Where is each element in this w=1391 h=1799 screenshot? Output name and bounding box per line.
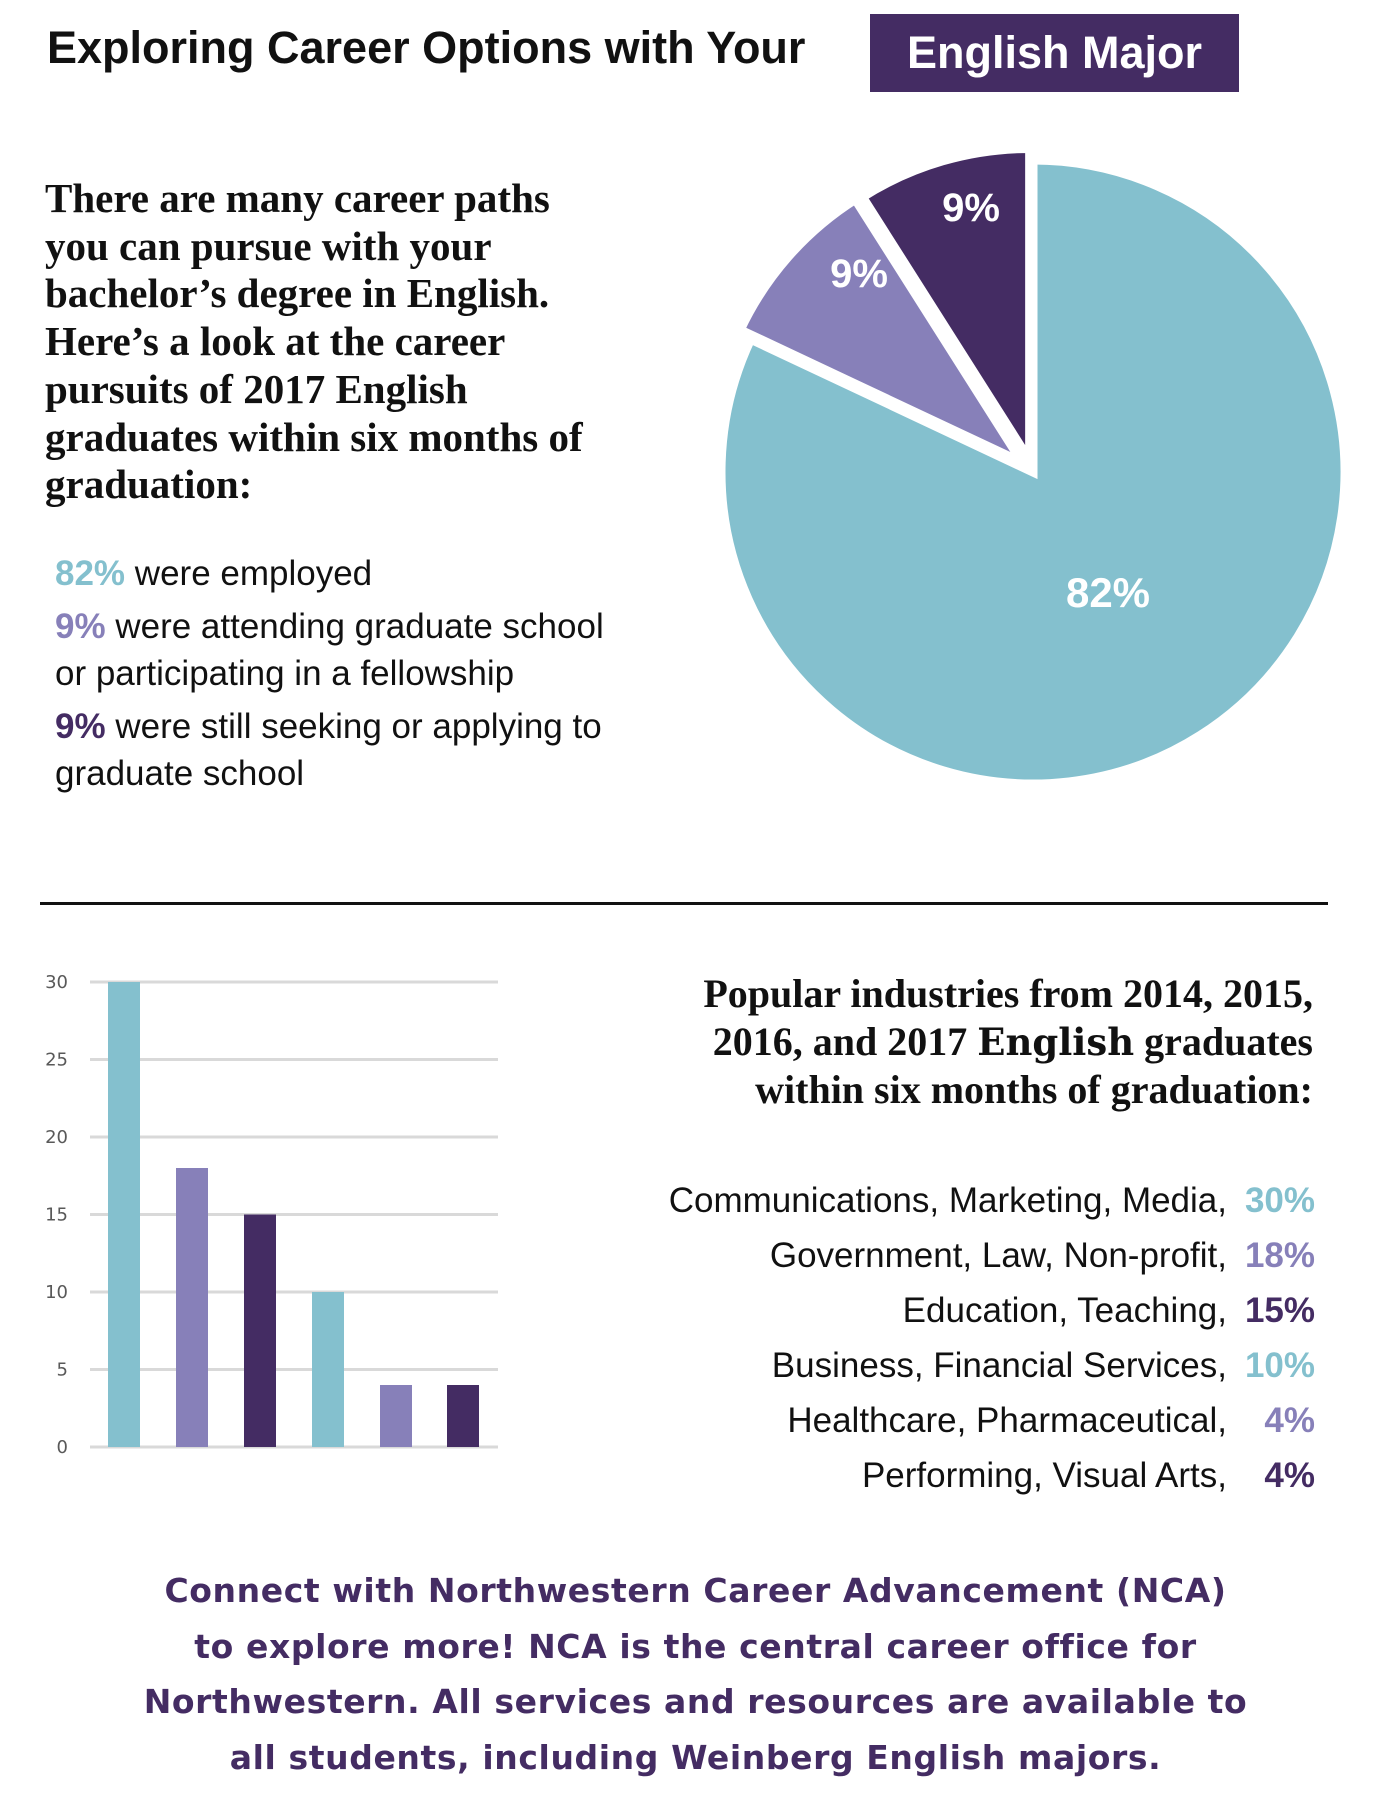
footer-callout: Connect with Northwestern Career Advance…: [0, 1563, 1391, 1785]
intro-paragraph: There are many career paths you can purs…: [45, 175, 583, 509]
footer-line: Connect with Northwestern Career Advance…: [164, 1571, 1227, 1610]
pie-label: 9%: [942, 186, 1000, 230]
heading-line: within six months of graduation:: [755, 1067, 1313, 1112]
stats-list: 82% were employed 9% were attending grad…: [55, 550, 604, 803]
title-highlight: English Major: [870, 14, 1239, 92]
industry-item: Performing, Visual Arts, 4%: [669, 1453, 1315, 1508]
industry-pct: 4%: [1264, 1401, 1315, 1440]
y-tick-label: 5: [57, 1360, 68, 1381]
industry-pct: 4%: [1264, 1456, 1315, 1495]
pie-slice: [856, 143, 1035, 476]
y-tick-label: 30: [45, 972, 68, 993]
bar: [176, 1168, 208, 1447]
industry-label: Government, Law, Non-profit,: [769, 1236, 1227, 1275]
stat-pct: 82%: [55, 554, 126, 593]
y-tick-label: 10: [45, 1282, 68, 1303]
pie-slice: [734, 193, 1035, 474]
intro-line: Here’s a look at the career: [45, 318, 506, 365]
bar: [108, 982, 140, 1447]
industry-item: Government, Law, Non-profit, 18%: [669, 1233, 1315, 1288]
industry-label: Business, Financial Services,: [771, 1346, 1227, 1385]
industry-item: Business, Financial Services, 10%: [669, 1343, 1315, 1398]
bar: [312, 1292, 344, 1447]
industry-pct: 30%: [1244, 1181, 1315, 1220]
stat-text: graduate school: [55, 754, 305, 793]
industry-label: Healthcare, Pharmaceutical,: [787, 1401, 1227, 1440]
stat-pct: 9%: [55, 707, 106, 746]
industry-item: Education, Teaching, 15%: [669, 1288, 1315, 1343]
heading-english: English: [977, 1020, 1135, 1064]
y-tick-label: 20: [45, 1127, 68, 1148]
stat-pct: 9%: [55, 607, 106, 646]
stat-text: were still seeking or applying to: [115, 707, 602, 746]
bar-chart: 0 5 10 15 20 25 30: [45, 972, 498, 1458]
bar: [244, 1214, 276, 1447]
footer-line: Northwestern. All services and resources…: [143, 1682, 1248, 1721]
pie-label: 82%: [1066, 569, 1150, 616]
heading-line: Popular industries from 2014, 2015,: [703, 971, 1313, 1016]
stat-employed: 82% were employed: [55, 550, 604, 597]
stat-graduate-school: 9% were attending graduate school or par…: [55, 603, 604, 697]
stat-text: were attending graduate school: [115, 607, 604, 646]
y-tick-label: 25: [45, 1050, 68, 1071]
stat-seeking: 9% were still seeking or applying to gra…: [55, 703, 604, 797]
stat-text: were employed: [134, 554, 373, 593]
bar: [447, 1385, 479, 1447]
industry-item: Healthcare, Pharmaceutical, 4%: [669, 1398, 1315, 1453]
intro-line: graduation:: [45, 461, 253, 508]
bar: [380, 1385, 412, 1447]
intro-line: you can pursue with your: [45, 222, 492, 269]
intro-line: graduates within six months of: [45, 413, 583, 460]
footer-line: to explore more! NCA is the central care…: [194, 1626, 1197, 1666]
footer-line: all students, including Weinberg English…: [229, 1737, 1162, 1777]
industries-list: Communications, Marketing, Media, 30% Gove…: [669, 1178, 1315, 1508]
industry-pct: 15%: [1244, 1291, 1315, 1330]
heading-text: graduates: [1144, 1019, 1313, 1064]
heading-text: 2016, and 2017: [712, 1019, 968, 1064]
section-divider: [40, 902, 1328, 905]
industry-pct: 18%: [1244, 1236, 1315, 1275]
industries-heading: Popular industries from 2014, 2015, 2016…: [703, 970, 1313, 1114]
pie-chart: 82% 9% 9%: [721, 143, 1345, 784]
y-tick-label: 15: [45, 1205, 68, 1226]
intro-line: There are many career paths: [45, 175, 550, 221]
industry-label: Education, Teaching,: [902, 1291, 1227, 1330]
y-tick-label: 0: [57, 1437, 68, 1458]
industry-pct: 10%: [1244, 1346, 1315, 1385]
intro-line: pursuits of 2017 English: [45, 365, 468, 412]
stat-text: or participating in a fellowship: [55, 654, 515, 693]
industry-label: Communications, Marketing, Media,: [668, 1181, 1227, 1220]
intro-line: bachelor’s degree in English.: [45, 270, 550, 317]
page-title: Exploring Career Options with Your: [47, 22, 806, 73]
pie-label: 9%: [830, 252, 888, 296]
industry-item: Communications, Marketing, Media, 30%: [669, 1178, 1315, 1233]
industry-label: Performing, Visual Arts,: [861, 1456, 1227, 1495]
